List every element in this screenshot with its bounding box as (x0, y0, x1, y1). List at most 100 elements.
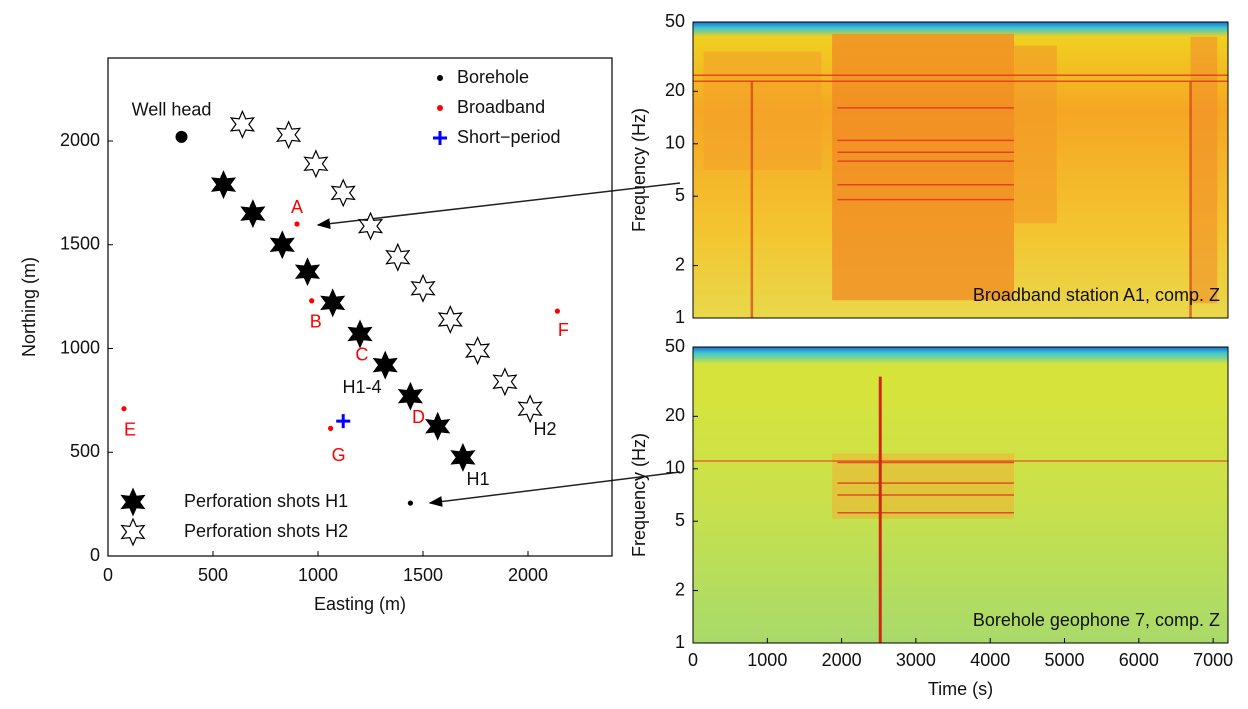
x-tick-label: 0 (688, 650, 698, 670)
x-tick-label: 1000 (298, 565, 338, 585)
x-axis-label: Easting (m) (314, 594, 406, 614)
star (385, 242, 411, 272)
legend-label: Short−period (457, 127, 561, 147)
star (294, 257, 321, 287)
legend-marker (437, 105, 443, 111)
x-tick-label: 1000 (747, 650, 787, 670)
star (397, 381, 423, 411)
station-label: G (332, 445, 346, 465)
star (357, 211, 384, 241)
y-tick-label: 1000 (60, 337, 100, 357)
spectral-patch (1014, 45, 1057, 224)
station-label: E (124, 419, 136, 439)
plot-frame (692, 21, 1229, 319)
point (407, 500, 413, 506)
x-axis-label: Time (s) (928, 679, 993, 699)
legend-label: Perforation shots H2 (184, 521, 348, 541)
star (465, 336, 491, 366)
spectral-patch (832, 33, 1014, 301)
x-tick-label: 3000 (896, 650, 936, 670)
x-tick-label: 0 (103, 565, 113, 585)
star (492, 367, 518, 397)
x-tick-label: 2000 (508, 565, 548, 585)
y-tick-label: 5 (675, 185, 685, 205)
y-tick-label: 50 (665, 11, 685, 31)
star (425, 411, 451, 441)
y-tick-label: 500 (70, 441, 100, 461)
star (437, 305, 463, 334)
y-tick-label: 0 (90, 545, 100, 565)
y-tick-label: 1 (675, 307, 685, 327)
arrow (428, 471, 681, 507)
star (210, 170, 237, 200)
legend-label: Broadband (457, 97, 545, 117)
x-tick-label: 7000 (1193, 650, 1233, 670)
y-tick-label: 2 (675, 254, 685, 274)
station-label: D (412, 407, 425, 427)
star (347, 319, 373, 349)
spectral-patch (693, 361, 1228, 407)
well-head (175, 130, 188, 143)
legend-marker (433, 131, 447, 145)
legend-marker (437, 75, 443, 81)
station-label: F (558, 320, 569, 340)
spectral-patch (832, 453, 1014, 519)
y-tick-label: 50 (665, 336, 685, 356)
star (372, 350, 398, 380)
y-tick-label: 10 (665, 133, 685, 153)
star (276, 120, 302, 150)
point (554, 308, 561, 314)
star (517, 394, 543, 424)
spectral-patch (1190, 36, 1218, 304)
y-tick-label: 20 (665, 80, 685, 100)
y-tick-label: 2000 (60, 130, 100, 150)
y-tick-label: 10 (665, 458, 685, 478)
legend-marker (120, 517, 146, 547)
annotation: H1 (466, 469, 489, 489)
station-label: B (310, 312, 322, 332)
x-tick-label: 6000 (1119, 650, 1159, 670)
y-tick-label: 2 (675, 579, 685, 599)
x-tick-label: 4000 (970, 650, 1010, 670)
star (303, 149, 329, 179)
plot-frame (692, 346, 1229, 644)
point (121, 406, 127, 412)
y-axis-label: Northing (m) (19, 257, 39, 357)
panel-title: Borehole geophone 7, comp. Z (973, 610, 1220, 630)
x-tick-label: 2000 (822, 650, 862, 670)
star (269, 230, 295, 260)
y-tick-label: 1500 (60, 234, 100, 254)
star (229, 109, 255, 139)
y-tick-label: 1 (675, 632, 685, 652)
point (294, 221, 300, 227)
point (309, 298, 315, 304)
y-axis-label: Frequency (Hz) (629, 108, 649, 232)
x-tick-label: 5000 (1045, 650, 1085, 670)
legend-label: Borehole (457, 67, 529, 87)
plot-frame (107, 57, 613, 557)
y-tick-label: 20 (665, 405, 685, 425)
well-head-label: Well head (132, 100, 212, 120)
star (240, 199, 266, 229)
station-label: C (355, 345, 368, 365)
station-label: A (291, 197, 303, 217)
star (410, 273, 436, 303)
spectrogram-image (693, 22, 1228, 318)
x-tick-label: 1500 (403, 565, 443, 585)
spectral-patch (703, 51, 822, 170)
star (330, 178, 356, 208)
y-tick-label: 5 (675, 510, 685, 530)
star (320, 288, 346, 318)
annotation: H1-4 (342, 377, 381, 397)
arrow (316, 182, 681, 229)
star (450, 442, 476, 472)
annotation: H2 (533, 419, 556, 439)
y-axis-label: Frequency (Hz) (629, 433, 649, 557)
legend-marker (120, 487, 146, 517)
legend-label: Perforation shots H1 (184, 491, 348, 511)
x-tick-label: 500 (198, 565, 228, 585)
spectrogram-image (693, 347, 1228, 643)
point (336, 414, 351, 429)
point (328, 425, 334, 431)
